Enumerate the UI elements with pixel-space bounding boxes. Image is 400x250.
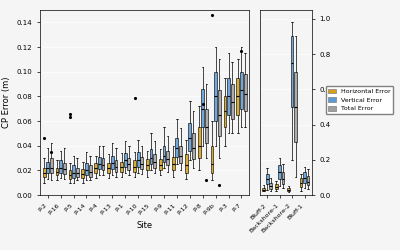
- PathPatch shape: [214, 72, 217, 121]
- PathPatch shape: [294, 72, 297, 142]
- PathPatch shape: [124, 153, 127, 167]
- PathPatch shape: [278, 165, 281, 179]
- PathPatch shape: [172, 157, 175, 170]
- PathPatch shape: [185, 154, 188, 173]
- PathPatch shape: [227, 78, 230, 115]
- PathPatch shape: [244, 74, 246, 111]
- PathPatch shape: [205, 109, 208, 143]
- PathPatch shape: [179, 146, 182, 163]
- PathPatch shape: [211, 146, 214, 173]
- PathPatch shape: [59, 160, 62, 173]
- PathPatch shape: [68, 170, 71, 179]
- PathPatch shape: [153, 154, 156, 168]
- PathPatch shape: [82, 169, 84, 178]
- PathPatch shape: [120, 162, 123, 172]
- PathPatch shape: [192, 133, 195, 159]
- PathPatch shape: [133, 160, 136, 172]
- PathPatch shape: [162, 146, 166, 162]
- PathPatch shape: [188, 124, 191, 150]
- PathPatch shape: [50, 158, 53, 173]
- PathPatch shape: [72, 166, 75, 178]
- PathPatch shape: [111, 156, 114, 169]
- PathPatch shape: [218, 90, 221, 136]
- PathPatch shape: [275, 184, 278, 189]
- X-axis label: Site: Site: [136, 222, 153, 230]
- PathPatch shape: [94, 163, 97, 173]
- PathPatch shape: [56, 168, 58, 175]
- PathPatch shape: [107, 163, 110, 173]
- PathPatch shape: [85, 163, 88, 175]
- PathPatch shape: [236, 78, 239, 115]
- PathPatch shape: [150, 149, 152, 164]
- PathPatch shape: [201, 89, 204, 127]
- Legend: Horizontal Error, Vertical Error, Total Error: Horizontal Error, Vertical Error, Total …: [326, 86, 393, 114]
- PathPatch shape: [63, 163, 66, 174]
- PathPatch shape: [287, 188, 290, 191]
- PathPatch shape: [307, 176, 309, 185]
- PathPatch shape: [291, 36, 294, 107]
- PathPatch shape: [43, 168, 46, 176]
- PathPatch shape: [166, 150, 169, 166]
- PathPatch shape: [231, 84, 234, 118]
- PathPatch shape: [269, 183, 272, 189]
- PathPatch shape: [140, 157, 143, 169]
- PathPatch shape: [102, 158, 104, 170]
- PathPatch shape: [240, 72, 243, 109]
- PathPatch shape: [224, 96, 226, 127]
- PathPatch shape: [282, 172, 284, 184]
- PathPatch shape: [98, 157, 101, 169]
- PathPatch shape: [266, 174, 268, 184]
- PathPatch shape: [137, 152, 140, 167]
- PathPatch shape: [159, 159, 162, 170]
- PathPatch shape: [114, 160, 117, 172]
- PathPatch shape: [146, 159, 149, 170]
- PathPatch shape: [303, 172, 306, 183]
- PathPatch shape: [176, 138, 178, 157]
- PathPatch shape: [262, 188, 265, 190]
- PathPatch shape: [46, 162, 49, 173]
- PathPatch shape: [76, 168, 79, 176]
- PathPatch shape: [89, 166, 92, 176]
- PathPatch shape: [300, 178, 302, 187]
- Y-axis label: CP Error (m): CP Error (m): [2, 77, 11, 128]
- PathPatch shape: [198, 127, 200, 158]
- PathPatch shape: [128, 158, 130, 170]
